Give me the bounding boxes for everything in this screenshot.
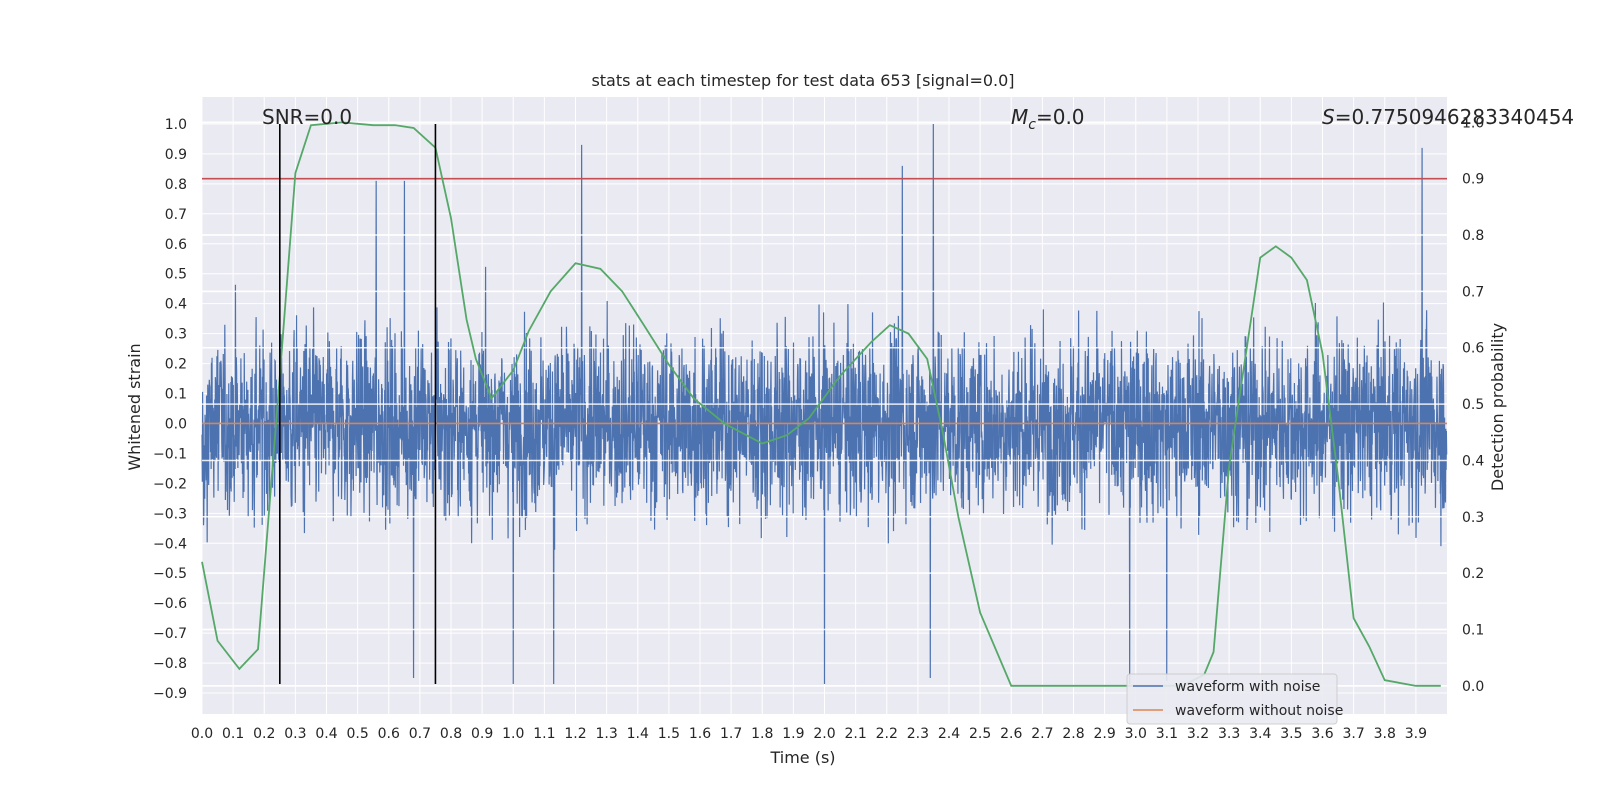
chirp-mass-symbol: M xyxy=(1011,105,1028,129)
y-tick-label: 0.0 xyxy=(165,416,187,432)
x-tick-label: 3.9 xyxy=(1405,726,1427,742)
x-tick-label: 2.6 xyxy=(1000,726,1022,742)
x-tick-label: 0.1 xyxy=(222,726,244,742)
x-tick-label: 1.0 xyxy=(502,726,524,742)
y2-tick-label: 0.7 xyxy=(1462,284,1484,300)
x-tick-label: 3.6 xyxy=(1311,726,1333,742)
y2-tick-label: 0.0 xyxy=(1462,679,1484,695)
y2-tick-label: 0.6 xyxy=(1462,341,1484,357)
x-tick-label: 3.4 xyxy=(1249,726,1271,742)
x-tick-label: 2.2 xyxy=(876,726,898,742)
y-tick-label: 0.7 xyxy=(165,207,187,223)
y2-axis-label: Detection probability xyxy=(1488,323,1507,491)
x-tick-label: 1.3 xyxy=(595,726,617,742)
x-tick-label: 1.7 xyxy=(720,726,742,742)
x-tick-label: 3.7 xyxy=(1342,726,1364,742)
snr-annotation: SNR=0.0 xyxy=(262,105,352,129)
x-axis-label: Time (s) xyxy=(769,748,835,767)
noisy-waveform-series xyxy=(201,123,1448,685)
legend-label-with-noise: waveform with noise xyxy=(1175,679,1320,695)
x-tick-label: 0.5 xyxy=(346,726,368,742)
axes: 0.0 0.1 0.2 0.3 0.4 0.5 0.6 0.7 0.8 0.9 1.0 1.1 1.2 1… xyxy=(153,115,1484,742)
y-tick-label: −0.7 xyxy=(153,626,187,642)
x-tick-label: 0.4 xyxy=(315,726,337,742)
y-tick-label: 0.4 xyxy=(165,297,187,313)
noisy-waveform-line xyxy=(201,123,1448,685)
x-tick-label: 0.6 xyxy=(378,726,400,742)
x-tick-label: 2.4 xyxy=(938,726,960,742)
x-tick-label: 2.0 xyxy=(813,726,835,742)
y-tick-label: −0.1 xyxy=(153,446,187,462)
x-tick-label: 0.0 xyxy=(191,726,213,742)
y-tick-label: 0.2 xyxy=(165,357,187,373)
y2-tick-label: 0.3 xyxy=(1462,510,1484,526)
y2-tick-label: 0.1 xyxy=(1462,622,1484,638)
x-tick-label: 2.5 xyxy=(969,726,991,742)
y2-tick-label: 0.5 xyxy=(1462,397,1484,413)
y-tick-label: −0.5 xyxy=(153,566,187,582)
x-tick-label: 3.3 xyxy=(1218,726,1240,742)
y-tick-label: 1.0 xyxy=(165,117,187,133)
score-annotation: S=0.7750946283340454 xyxy=(1322,105,1574,129)
chart-title: stats at each timestep for test data 653… xyxy=(591,71,1014,90)
legend-label-without-noise: waveform without noise xyxy=(1175,703,1343,719)
x-tick-label: 1.9 xyxy=(782,726,804,742)
x-tick-label: 3.8 xyxy=(1374,726,1396,742)
y2-tick-label: 0.9 xyxy=(1462,172,1484,188)
y2-tick-label: 1.0 xyxy=(1462,115,1484,131)
x-tick-label: 0.2 xyxy=(253,726,275,742)
x-tick-label: 2.8 xyxy=(1062,726,1084,742)
legend: waveform with noise waveform without noi… xyxy=(1126,673,1343,725)
y-tick-label: 0.1 xyxy=(165,387,187,403)
legend-box xyxy=(1126,673,1338,725)
x-tick-label: 1.8 xyxy=(751,726,773,742)
x-tick-label: 2.9 xyxy=(1093,726,1115,742)
score-symbol: S xyxy=(1322,105,1335,129)
y-tick-label: 0.6 xyxy=(165,237,187,253)
y-axis-label: Whitened strain xyxy=(125,343,144,470)
y-tick-label: 0.5 xyxy=(165,267,187,283)
x-tick-label: 0.9 xyxy=(471,726,493,742)
y-tick-label: −0.4 xyxy=(153,536,187,552)
y-tick-label: −0.6 xyxy=(153,596,187,612)
chirp-mass-value: =0.0 xyxy=(1036,105,1085,129)
x-tick-label: 3.5 xyxy=(1280,726,1302,742)
x-tick-label: 1.6 xyxy=(689,726,711,742)
score-value: =0.7750946283340454 xyxy=(1335,105,1574,129)
x-tick-label: 3.1 xyxy=(1156,726,1178,742)
x-tick-label: 2.1 xyxy=(844,726,866,742)
y-tick-label: 0.3 xyxy=(165,327,187,343)
y2-tick-label: 0.2 xyxy=(1462,566,1484,582)
chart-marks xyxy=(201,121,1447,687)
y-tick-label: −0.8 xyxy=(153,656,187,672)
y-tick-label: 0.8 xyxy=(165,177,187,193)
x-tick-label: 2.3 xyxy=(907,726,929,742)
x-tick-label: 0.8 xyxy=(440,726,462,742)
x-tick-label: 1.1 xyxy=(533,726,555,742)
chirp-mass-annotation: Mc=0.0 xyxy=(1011,105,1085,133)
x-tick-label: 1.4 xyxy=(627,726,649,742)
x-tick-label: 2.7 xyxy=(1031,726,1053,742)
x-tick-label: 0.7 xyxy=(409,726,431,742)
y-tick-label: −0.2 xyxy=(153,476,187,492)
x-tick-label: 1.5 xyxy=(658,726,680,742)
y-tick-label: −0.9 xyxy=(153,686,187,702)
x-tick-label: 1.2 xyxy=(564,726,586,742)
x-tick-label: 0.3 xyxy=(284,726,306,742)
detection-probability-line xyxy=(201,121,1441,687)
x-tick-label: 3.2 xyxy=(1187,726,1209,742)
y-tick-label: 0.9 xyxy=(165,147,187,163)
x-tick-label: 3.0 xyxy=(1125,726,1147,742)
y2-tick-label: 0.4 xyxy=(1462,453,1484,469)
y-tick-label: −0.3 xyxy=(153,506,187,522)
y2-tick-label: 0.8 xyxy=(1462,228,1484,244)
chirp-mass-subscript: c xyxy=(1028,117,1036,133)
